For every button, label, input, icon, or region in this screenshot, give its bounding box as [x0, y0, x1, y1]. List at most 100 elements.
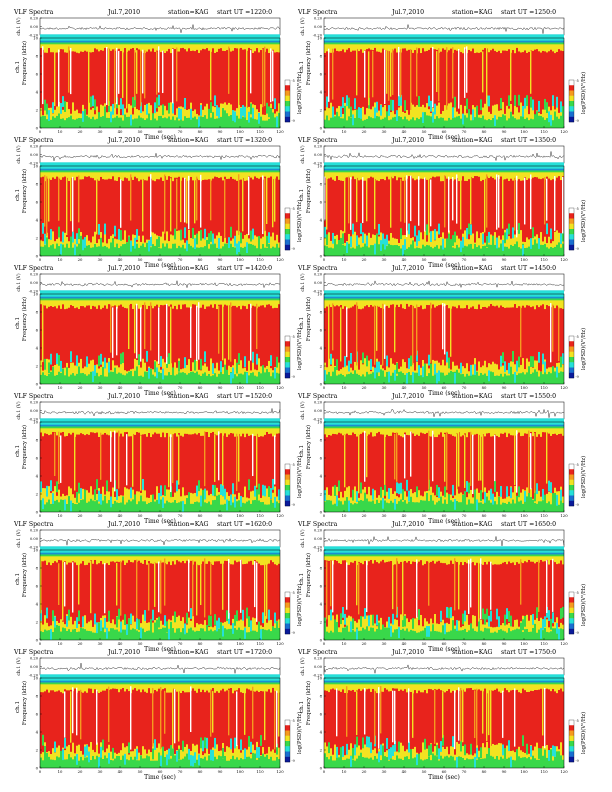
chart-panel-3: VLF Spectra Jul.7,2010 station=KAG start UT…	[13, 137, 303, 269]
spectrogram-band	[456, 162, 458, 169]
spectrogram-band	[148, 176, 150, 240]
spectrogram-band	[490, 50, 492, 114]
spectrogram-band	[204, 162, 206, 169]
spectrogram-band	[366, 49, 368, 109]
spectrogram-band	[52, 52, 54, 114]
spectrogram-band	[552, 304, 554, 352]
channel-label: ch.1	[299, 189, 305, 201]
spectrogram-band	[328, 48, 330, 102]
spectrogram-ytick-label: 8	[320, 309, 323, 314]
spectrogram-band	[346, 34, 348, 41]
spectrogram-band	[556, 305, 558, 364]
spectrogram-band	[552, 366, 554, 377]
spectrogram-band	[204, 49, 206, 107]
spectrogram-band	[422, 48, 424, 105]
spectrogram-band	[66, 435, 68, 496]
spectrogram-band	[262, 162, 264, 169]
spectrogram-band	[538, 238, 540, 249]
spectrogram-band	[518, 356, 520, 368]
spectrogram-band	[324, 290, 326, 297]
spectrogram-band	[250, 50, 252, 94]
spectrogram-band	[260, 290, 262, 297]
spectrogram-band	[194, 238, 196, 250]
spectrogram-band	[40, 432, 42, 487]
spectrogram-band	[392, 304, 394, 364]
spectrogram-band	[496, 174, 498, 230]
spectrogram-ytick-label: 6	[320, 327, 323, 332]
spectrogram-band	[172, 367, 174, 379]
spectrogram-band	[134, 162, 136, 169]
spectrogram-band	[146, 51, 148, 106]
chart-panel-5: VLF Spectra Jul.7,2010 station=KAG start UT…	[13, 265, 303, 397]
spectrogram-band	[44, 290, 46, 297]
spectrogram-band	[84, 50, 86, 115]
spectrogram-band	[268, 304, 270, 361]
colorbar-swatch	[569, 111, 574, 117]
spectrogram-band	[508, 223, 510, 235]
colorbar-frame	[284, 207, 291, 251]
spectrogram-band	[450, 304, 452, 357]
spectrogram-band	[246, 290, 248, 297]
spectrogram-band	[156, 239, 158, 250]
spectrogram-band	[88, 418, 90, 425]
spectrogram-band	[166, 433, 168, 490]
spectrogram-band	[70, 34, 72, 41]
spectrogram-band	[394, 34, 396, 41]
spectrogram-band	[338, 34, 340, 41]
waveform-ytick-label: -0.20	[313, 161, 323, 165]
spectrogram-band	[76, 176, 78, 240]
spectrogram-band	[102, 162, 104, 169]
spectrogram-band	[402, 180, 404, 236]
spectrogram-band	[526, 290, 528, 297]
spectrogram-band	[240, 232, 242, 244]
spectrogram-band	[44, 305, 46, 361]
spectrogram-band	[488, 370, 490, 382]
spectrogram-band	[366, 162, 368, 169]
spectrogram-band	[170, 306, 172, 365]
spectrogram-band	[258, 235, 260, 247]
spectrogram-band	[98, 180, 100, 240]
spectrogram-band	[434, 290, 436, 297]
spectrogram-band	[92, 371, 94, 383]
spectrogram-band	[210, 179, 212, 221]
spectrogram-xtick-label: 100	[520, 257, 528, 262]
spectrogram-xtick-label: 10	[342, 257, 347, 262]
spectrogram-band	[368, 178, 370, 233]
spectrogram-band	[372, 177, 374, 235]
spectrogram-band	[470, 51, 472, 115]
spectrogram-band	[138, 34, 140, 41]
chart-panel-7: VLF Spectra Jul.7,2010 station=KAG start UT…	[13, 393, 303, 525]
spectrogram-xtick-label: 120	[560, 385, 568, 390]
spectrogram-band	[120, 162, 122, 169]
spectrogram-band	[94, 365, 96, 376]
spectrogram-band	[460, 162, 462, 169]
colorbar-tick-label: -9	[292, 247, 295, 251]
spectrogram-xlabel: Time (sec)	[428, 390, 460, 397]
spectrogram-band	[276, 52, 278, 112]
spectrogram-band	[418, 176, 420, 226]
spectrogram-band	[146, 242, 148, 254]
spectrogram-band	[146, 34, 148, 41]
waveform-ytick-label: 0.20	[30, 16, 39, 20]
spectrogram-band	[530, 162, 532, 169]
spectrogram-band	[52, 177, 54, 232]
spectrogram-band	[462, 236, 464, 248]
colorbar-label: log(PSD)(V²/Hz)	[296, 72, 303, 114]
spectrogram-band	[198, 180, 200, 232]
spectrogram-band	[136, 290, 138, 297]
spectrogram-band	[464, 115, 466, 127]
colorbar-swatch	[569, 351, 574, 358]
spectrogram-band	[504, 179, 506, 230]
spectrogram-band	[394, 302, 396, 353]
spectrogram-band	[388, 307, 390, 368]
panel-date: Jul.7,2010	[107, 137, 140, 144]
spectrogram-band	[228, 178, 230, 243]
spectrogram-band	[414, 34, 416, 41]
spectrogram-xtick-label: 90	[502, 385, 507, 390]
spectrogram-band	[230, 162, 232, 169]
spectrogram-ytick-label: 10	[317, 163, 322, 168]
spectrogram-band	[424, 308, 426, 371]
spectrogram-band	[230, 51, 232, 105]
spectrogram-band	[40, 304, 42, 361]
